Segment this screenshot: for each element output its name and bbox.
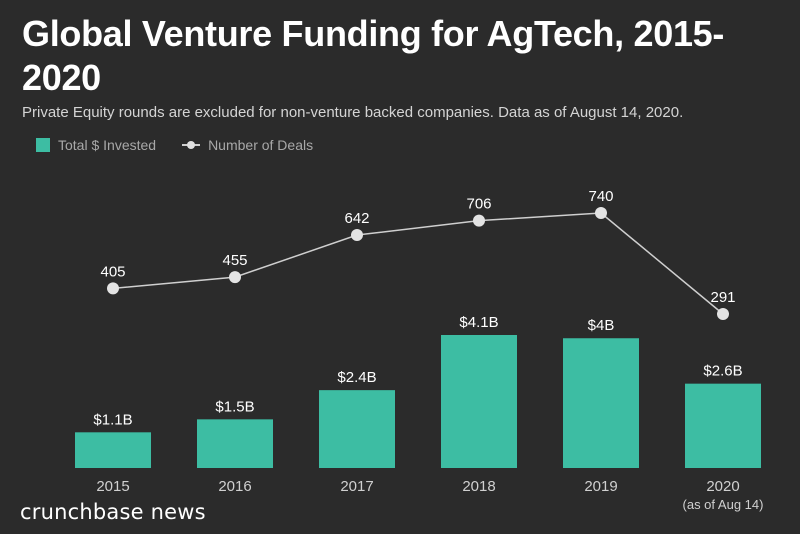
deal-value-label-2017: 642 [344, 210, 369, 227]
x-tick-label-2019: 2019 [584, 478, 617, 495]
legend-line-marker [182, 138, 201, 152]
chart-subtitle: Private Equity rounds are excluded for n… [22, 104, 684, 121]
bar-value-label-2015: $1.1B [93, 411, 132, 428]
deal-value-label-2015: 405 [100, 263, 125, 280]
chart-title: Global Venture Funding for AgTech, 2015-… [22, 13, 725, 98]
deal-value-label-2016: 455 [222, 252, 247, 269]
x-tick-label-2020: 2020 [706, 478, 739, 495]
x-tick-label-2015: 2015 [96, 478, 129, 495]
crunchbase-news-logo: crunchbase news [20, 500, 206, 524]
legend-item-number-of-deals: Number of Deals [182, 137, 313, 153]
deal-point-2015 [107, 282, 119, 295]
deal-point-2018 [473, 214, 485, 227]
x-tick-label-2018: 2018 [462, 478, 495, 495]
deal-point-2019 [595, 207, 607, 219]
bar-value-label-2016: $1.5B [215, 398, 254, 415]
x-tick-sublabel-2020: (as of Aug 14) [683, 497, 764, 512]
bar-2015 [75, 432, 151, 468]
x-tick-label-2017: 2017 [340, 478, 373, 495]
deal-value-label-2019: 740 [588, 188, 613, 205]
bar-value-label-2017: $2.4B [337, 369, 376, 386]
legend-item-total-invested: Total $ Invested [36, 137, 156, 153]
x-tick-label-2016: 2016 [218, 478, 251, 495]
chart-legend: Total $ Invested Number of Deals [36, 137, 339, 153]
bar-2020 [685, 383, 761, 468]
deal-point-2017 [351, 229, 363, 242]
deal-point-2016 [229, 271, 241, 284]
legend-bar-swatch [36, 138, 50, 152]
bar-value-label-2018: $4.1B [459, 314, 498, 331]
deal-value-label-2018: 706 [466, 196, 491, 213]
bar-value-label-2020: $2.6B [703, 363, 742, 380]
legend-label-total-invested: Total $ Invested [58, 137, 157, 153]
deal-point-2020 [717, 308, 729, 320]
deal-value-label-2020: 291 [710, 289, 735, 306]
bar-2019 [563, 338, 639, 468]
bar-value-label-2019: $4B [588, 317, 615, 334]
bar-2017 [319, 390, 395, 468]
legend-label-number-of-deals: Number of Deals [208, 137, 314, 153]
deals-line [112, 212, 724, 315]
bar-2018 [441, 335, 517, 468]
bar-2016 [197, 419, 273, 468]
